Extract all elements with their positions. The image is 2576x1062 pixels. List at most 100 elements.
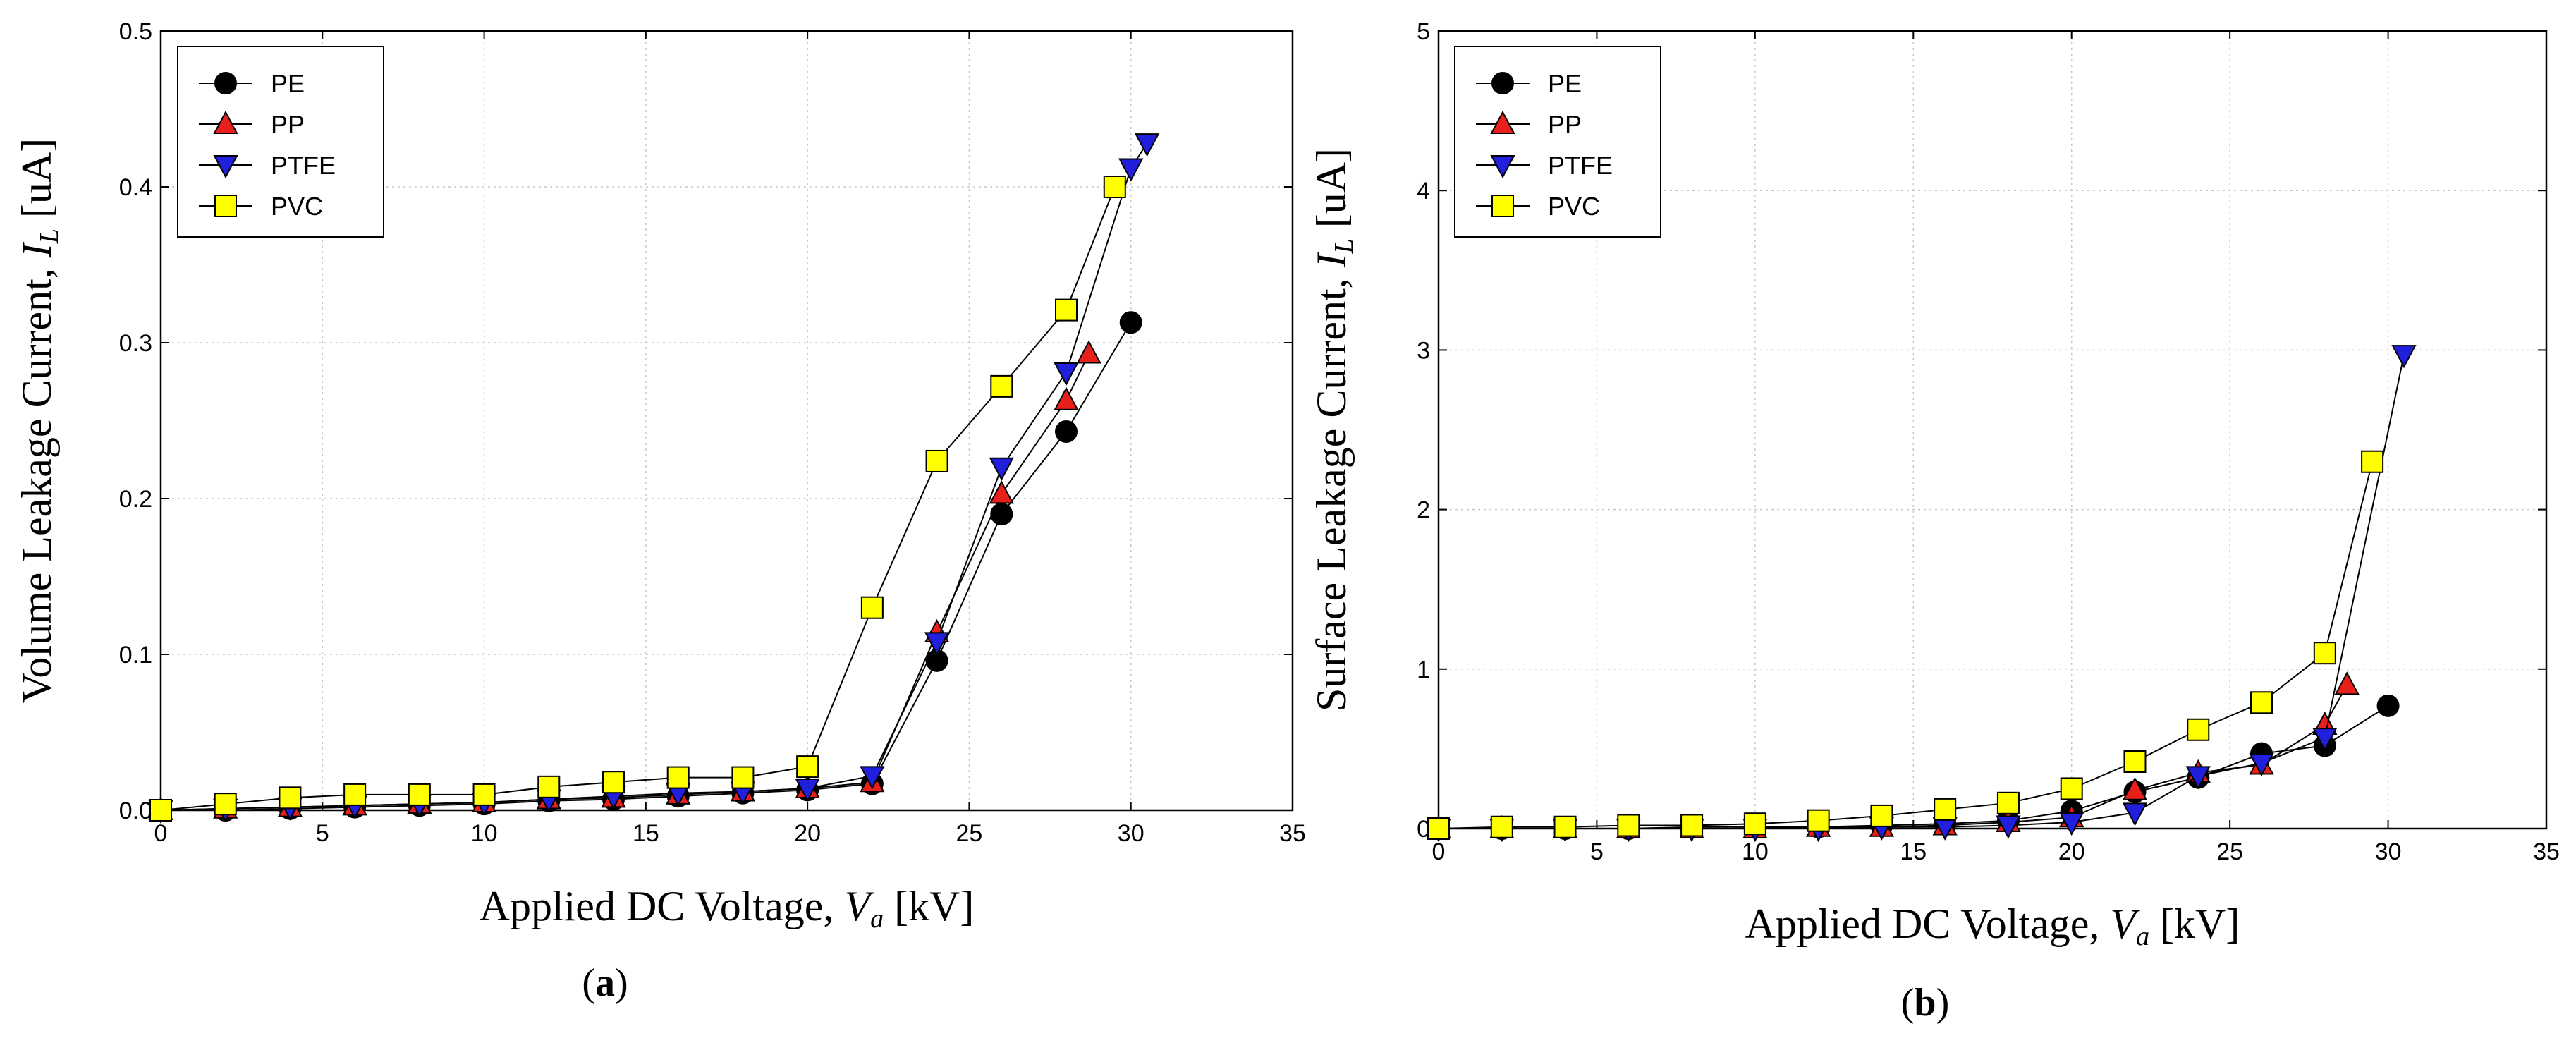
data-point-ptfe [2249, 753, 2274, 777]
plot-frame [159, 30, 1294, 812]
data-point-pvc [731, 766, 755, 789]
legend-label-ptfe: PTFE [271, 151, 336, 180]
data-point-pp [989, 480, 1014, 504]
data-point-pe [1055, 420, 1078, 443]
legend-marker-ptfe [1490, 155, 1515, 179]
y-tick-label: 0.3 [119, 330, 152, 357]
series-pvc [149, 176, 1126, 822]
data-point-ptfe [2059, 812, 2084, 836]
data-point-pvc [1617, 814, 1640, 837]
y-tick-label: 0.2 [119, 486, 152, 513]
legend-marker-pe [1491, 72, 1514, 94]
data-point-pvc [214, 793, 237, 816]
series-line-ptfe [160, 142, 1148, 811]
x-tick-label: 30 [1118, 820, 1144, 847]
legend-marker-ptfe [213, 155, 238, 179]
data-point-ptfe [924, 632, 950, 656]
data-point-pvc [537, 775, 561, 798]
x-axis-title: Applied DC Voltage, Va [kV] [480, 883, 975, 934]
x-tick-label: 25 [956, 820, 983, 847]
data-point-ptfe [989, 457, 1014, 481]
x-tick-label: 20 [2058, 838, 2085, 865]
legend-marker-pvc [1491, 195, 1514, 217]
data-point-pvc [1553, 815, 1577, 838]
data-point-pvc [1870, 804, 1893, 827]
panel-label: (b) [1901, 981, 1949, 1025]
data-point-pvc [1055, 298, 1078, 322]
data-point-pvc [2250, 691, 2273, 714]
x-tick-label: 35 [1279, 820, 1306, 847]
data-point-pvc [602, 771, 625, 794]
data-point-pvc [990, 374, 1013, 398]
y-tick-label: 0.4 [119, 174, 152, 201]
data-point-pe [990, 503, 1013, 526]
y-tick-label: 5 [1417, 18, 1430, 45]
data-point-ptfe [2391, 345, 2417, 369]
y-tick-label: 3 [1417, 337, 1430, 364]
legend-label-pp: PP [1548, 110, 1582, 139]
data-point-pvc [925, 449, 948, 472]
legend-marker-pe [214, 72, 237, 94]
data-point-pvc [860, 596, 884, 619]
legend-marker-pvc [214, 195, 237, 217]
data-point-pvc [1743, 812, 1766, 836]
x-tick-label: 5 [1590, 838, 1604, 865]
legend-label-pvc: PVC [271, 192, 323, 221]
data-point-pvc [796, 755, 819, 779]
data-point-pvc [472, 783, 496, 806]
panel-b-surface-leakage-chart: 0 5 10 15 20 25 30 35 0 1 2 3 4 5 Applied DC Voltage, … [1308, 18, 2560, 1025]
legend-label-pe: PE [1548, 69, 1582, 98]
x-tick-label: 25 [2216, 838, 2243, 865]
data-point-pp [2334, 671, 2360, 695]
y-tick-label: 1 [1417, 657, 1430, 683]
data-point-pp [1076, 340, 1101, 364]
x-tick-label: 0 [1432, 838, 1446, 865]
data-point-pvc [408, 783, 431, 806]
data-point-ptfe [2122, 802, 2148, 826]
y-tick-label: 0 [1417, 816, 1430, 843]
data-point-pvc [1427, 817, 1450, 840]
x-tick-label: 20 [794, 820, 821, 847]
data-point-pe [2376, 694, 2400, 717]
data-point-pvc [2187, 718, 2210, 741]
data-point-pvc [2123, 750, 2147, 773]
x-tick-label: 0 [154, 820, 168, 847]
plot-frame [1437, 30, 2548, 830]
series-line-pp [160, 353, 1090, 811]
data-point-pe [1119, 311, 1142, 334]
data-point-pvc [2060, 777, 2083, 800]
x-tick-label: 15 [633, 820, 659, 847]
data-point-pp [1054, 386, 1079, 410]
legend-label-pp: PP [271, 110, 305, 139]
x-tick-label: 15 [1900, 838, 1927, 865]
data-point-pvc [149, 799, 172, 822]
data-point-pvc [1103, 176, 1126, 198]
y-tick-label: 4 [1417, 178, 1430, 205]
legend: PE PP PTFE PVC [177, 46, 384, 238]
legend-label-pvc: PVC [1548, 192, 1600, 221]
x-tick-label: 10 [471, 820, 498, 847]
panel-a-volume-leakage-chart: 0 5 10 15 20 25 30 35 0.0 0.1 0.2 0.3 0.4 0.5 Applied … [13, 18, 1306, 1005]
series-pvc [1427, 450, 2384, 840]
panel-label: (a) [582, 961, 628, 1005]
x-tick-label: 35 [2533, 838, 2560, 865]
data-point-pvc [1490, 815, 1513, 838]
data-point-pvc [2313, 642, 2336, 665]
legend: PE PP PTFE PVC [1454, 46, 1661, 238]
series-line-pe [161, 322, 1132, 811]
legend-marker-pp [1490, 110, 1515, 134]
data-point-pvc [1807, 809, 1830, 832]
data-point-pvc [2361, 450, 2384, 473]
data-point-pvc [666, 766, 690, 789]
y-axis-title: Surface Leakage Current, IL [uA] [1308, 148, 1359, 712]
x-tick-label: 30 [2375, 838, 2402, 865]
legend-label-pe: PE [271, 69, 305, 98]
series-line-pvc [160, 186, 1116, 811]
x-tick-label: 5 [316, 820, 329, 847]
series-line-pvc [1438, 461, 2374, 829]
y-tick-label: 0.5 [119, 18, 152, 45]
x-axis-title: Applied DC Voltage, Va [kV] [1745, 901, 2240, 951]
data-point-ptfe [795, 779, 820, 802]
data-point-ptfe [1996, 815, 2021, 839]
